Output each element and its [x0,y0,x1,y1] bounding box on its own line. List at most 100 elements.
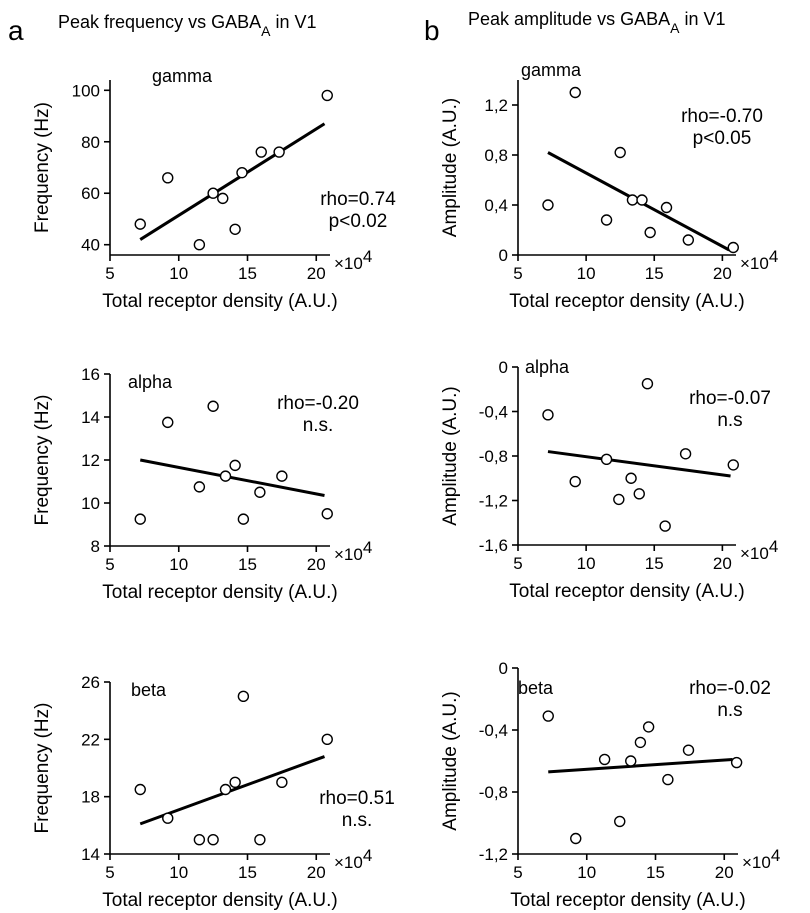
x-axis-title: Total receptor density (A.U.) [509,291,744,312]
x-tick-label: 20 [307,555,326,574]
data-point [625,755,637,767]
data-point [229,776,241,789]
data-point [321,508,333,520]
data-point [273,146,285,158]
y-tick-label: 40 [81,236,100,255]
y-tick-label: -0,4 [479,721,508,740]
x-tick-label: 20 [307,863,326,882]
data-point [162,416,174,429]
data-point [134,513,146,525]
data-point [219,470,232,482]
data-point [633,488,645,500]
x-exponent-base: ×10 [742,853,771,872]
x-exponent-label: ×104 [334,846,372,872]
data-point [682,234,695,246]
x-exponent-power: 4 [771,846,780,865]
y-tick-label: 18 [81,788,100,807]
y-tick-label: 0 [499,246,508,265]
scatter-panel-beta-amplitude: -1,2 -0,8 -0,4 0 5 10 15 20 ×104 Total receptor d… [440,659,780,911]
data-point [236,166,248,179]
y-tick-label: 0 [499,358,508,377]
scatter-panel-gamma-amplitude: 0 0,4 0,8 1,2 5 10 15 20 ×104 Total receptor dens… [440,60,778,312]
data-point [642,721,655,733]
data-point [276,470,288,482]
stat-text: n.s [717,700,742,721]
x-exponent-power: 4 [769,247,778,266]
data-point [626,194,639,206]
x-tick-label: 10 [169,264,188,283]
x-exponent-base: ×10 [334,853,363,872]
data-point [660,201,673,214]
data-point [162,812,174,824]
x-exponent-power: 4 [363,247,372,266]
data-point [229,459,241,472]
x-tick-label: 20 [715,863,734,882]
data-point [229,223,241,235]
scatter-panel-gamma-frequency: 40 60 80 100 5 10 15 20 ×104 Total receptor densi… [32,66,396,312]
x-tick-label: 10 [577,863,596,882]
data-point [636,194,648,206]
band-label: gamma [152,66,213,86]
y-tick-label: 22 [81,730,100,749]
y-tick-label: 12 [81,451,100,470]
data-point [614,815,626,828]
data-point [237,690,250,703]
stat-text: rho=-0.20 [277,393,359,414]
y-tick-label: 16 [81,365,100,384]
stat-text: rho=-0.07 [689,388,771,409]
data-point [193,239,206,251]
x-exponent-base: ×10 [334,254,363,273]
data-point [321,89,333,102]
data-point [600,214,613,226]
x-axis-title: Total receptor density (A.U.) [509,581,744,602]
x-exponent-power: 4 [769,537,778,556]
data-point [255,146,267,158]
x-tick-label: 5 [105,863,114,882]
band-label: beta [131,680,167,700]
y-tick-label: -1,2 [479,845,508,864]
x-tick-label: 10 [169,863,188,882]
stat-text: rho=-0.70 [681,106,763,127]
column-title: Peak frequency vs GABAA in V1 [58,12,316,39]
x-tick-label: 5 [513,554,522,573]
column-header-a: a Peak frequency vs GABAA in V1 [8,12,316,46]
regression-line [139,755,326,826]
x-tick-label: 5 [105,555,114,574]
x-tick-label: 15 [645,554,664,573]
column-title: Peak amplitude vs GABAA in V1 [468,9,725,36]
y-tick-label: -1,2 [479,492,508,511]
data-point [542,199,554,211]
axes [104,80,330,261]
band-label: gamma [521,60,582,80]
x-axis-title: Total receptor density (A.U.) [510,890,745,911]
stat-text: p<0.05 [693,128,752,149]
data-point [321,733,333,746]
stat-text: rho=0.74 [320,189,396,210]
regression-line [139,122,326,241]
axes [104,373,330,552]
x-tick-label: 15 [238,863,257,882]
y-axis-title: Frequency (Hz) [32,102,53,233]
data-point [207,187,219,199]
data-point [600,453,613,466]
data-point [219,783,232,796]
y-tick-label: 0,8 [484,146,508,165]
x-exponent-power: 4 [363,538,372,557]
x-exponent-power: 4 [363,846,372,865]
x-exponent-base: ×10 [334,545,363,564]
scatter-panel-alpha-frequency: 8 10 12 14 16 5 10 15 20 ×104 Total receptor densi… [32,365,372,603]
data-point [634,736,647,749]
data-point [679,448,692,460]
data-point [644,226,656,239]
x-tick-label: 20 [307,264,326,283]
x-exponent-label: ×104 [740,247,778,273]
x-exponent-base: ×10 [740,544,769,563]
y-tick-label: -1,6 [479,536,508,555]
data-point [727,459,739,471]
data-point [276,776,288,789]
y-tick-label: -0,4 [479,403,508,422]
data-point [542,409,554,421]
data-point [254,833,266,846]
x-exponent-label: ×104 [334,538,372,564]
